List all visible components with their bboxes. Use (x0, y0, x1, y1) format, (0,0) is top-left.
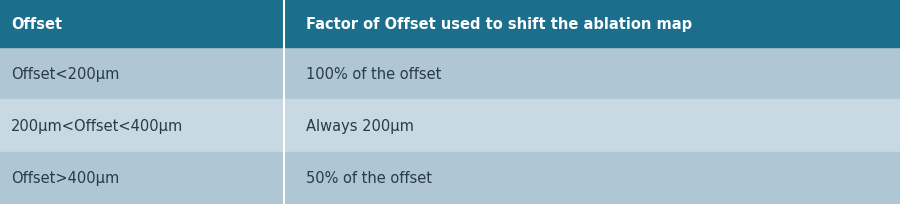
Bar (284, 152, 900, 204)
Text: 200μm<Offset<400μm: 200μm<Offset<400μm (11, 119, 183, 133)
Text: 100% of the offset: 100% of the offset (306, 67, 441, 81)
Text: Offset>400μm: Offset>400μm (11, 171, 119, 185)
Bar (0, 152, 284, 204)
Bar (284, 100, 900, 152)
Text: Always 200μm: Always 200μm (306, 119, 414, 133)
Text: Offset<200μm: Offset<200μm (11, 67, 119, 81)
Bar (0, 0, 284, 48)
Bar (284, 48, 900, 100)
Text: Offset: Offset (11, 17, 62, 31)
Bar (0, 100, 284, 152)
Bar (284, 0, 900, 48)
Bar (0, 48, 284, 100)
Text: 50% of the offset: 50% of the offset (306, 171, 432, 185)
Text: Factor of Offset used to shift the ablation map: Factor of Offset used to shift the ablat… (306, 17, 692, 31)
